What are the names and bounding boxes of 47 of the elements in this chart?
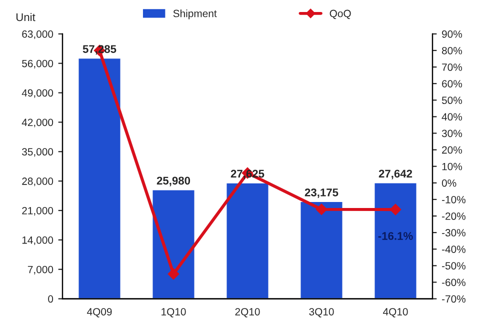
y-tick-label: 14,000 [22, 236, 54, 246]
y-tick-label: 63,000 [22, 30, 54, 40]
x-tick-label: 4Q09 [87, 308, 112, 318]
y2-tick-label: 0% [442, 179, 456, 187]
y2-tick-label: -50% [442, 262, 466, 270]
y2-tick-label: 80% [442, 46, 462, 54]
legend-label: Shipment [173, 10, 217, 20]
bar [225, 182, 270, 299]
y2-tick-label: -20% [442, 212, 466, 220]
y2-tick-label: -30% [442, 229, 466, 236]
point [316, 204, 328, 215]
y2-tick-label: 40% [442, 113, 462, 121]
y-tick-label: 7,000 [28, 266, 54, 274]
x-tick-label: 4Q10 [383, 308, 408, 318]
bar [299, 200, 344, 299]
x-tick-label: 1Q10 [162, 308, 186, 318]
data-label: -16.1% [378, 232, 413, 240]
y2-tick-label: 20% [442, 146, 462, 154]
y2-tick-label: 50% [442, 96, 462, 104]
bar [77, 57, 122, 299]
y-tick-label: 49,000 [22, 89, 54, 98]
y2-tick-label: -10% [442, 196, 466, 204]
bar [151, 188, 196, 299]
y-tick-label: 21,000 [22, 206, 54, 216]
legend-label: QoQ [330, 10, 351, 20]
data-label: 23,175 [304, 188, 338, 198]
y2-tick-label: -60% [442, 278, 466, 286]
y-tick-label: 42,000 [22, 118, 54, 128]
y2-tick-label: 90% [442, 30, 462, 38]
y2-tick-label: 30% [442, 130, 462, 138]
y2-tick-label: -70% [442, 295, 466, 303]
bar [373, 182, 418, 299]
point [168, 268, 180, 280]
y-tick-label: 56,000 [22, 60, 54, 68]
data-label: 25,980 [156, 176, 190, 186]
data-label: 27,642 [378, 170, 412, 180]
y-axis-title: Unit [16, 12, 36, 22]
y-tick-label: 28,000 [22, 178, 54, 186]
y2-tick-label: -40% [442, 246, 466, 253]
y2-tick-label: 10% [442, 162, 462, 170]
x-tick-label: 2Q10 [235, 308, 260, 318]
y-tick-label: 35,000 [22, 148, 54, 157]
y2-tick-label: 70% [442, 64, 462, 71]
x-tick-label: 3Q10 [309, 308, 334, 318]
y2-tick-label: 60% [442, 80, 462, 88]
y-tick-label: 0 [48, 295, 54, 303]
point [390, 204, 402, 216]
